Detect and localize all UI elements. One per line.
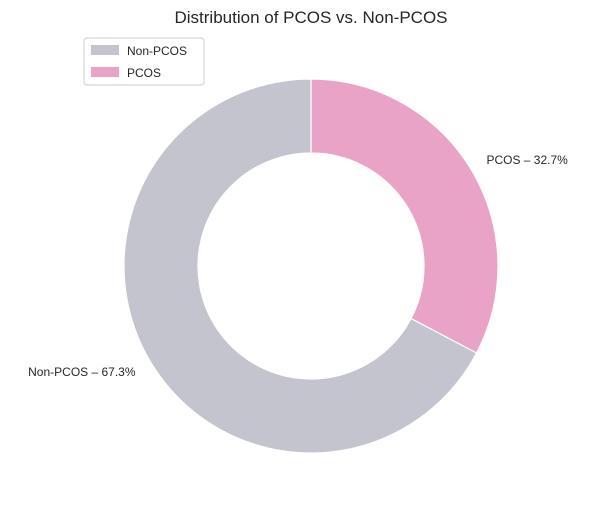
legend-label-non-pcos: Non-PCOS <box>127 44 187 58</box>
donut-slices <box>123 78 499 454</box>
slice-label-non-pcos: Non-PCOS – 67.3% <box>28 365 136 379</box>
legend-swatch-pcos <box>91 67 119 77</box>
slice-labels: PCOS – 32.7% Non-PCOS – 67.3% <box>28 153 568 379</box>
legend-label-pcos: PCOS <box>127 66 161 80</box>
chart-title: Distribution of PCOS vs. Non-PCOS <box>174 8 447 27</box>
slice-pcos <box>310 78 499 354</box>
slice-non-pcos <box>123 78 478 454</box>
legend: Non-PCOS PCOS <box>83 37 205 86</box>
slice-label-pcos: PCOS – 32.7% <box>486 153 568 167</box>
legend-swatch-non-pcos <box>91 45 119 55</box>
